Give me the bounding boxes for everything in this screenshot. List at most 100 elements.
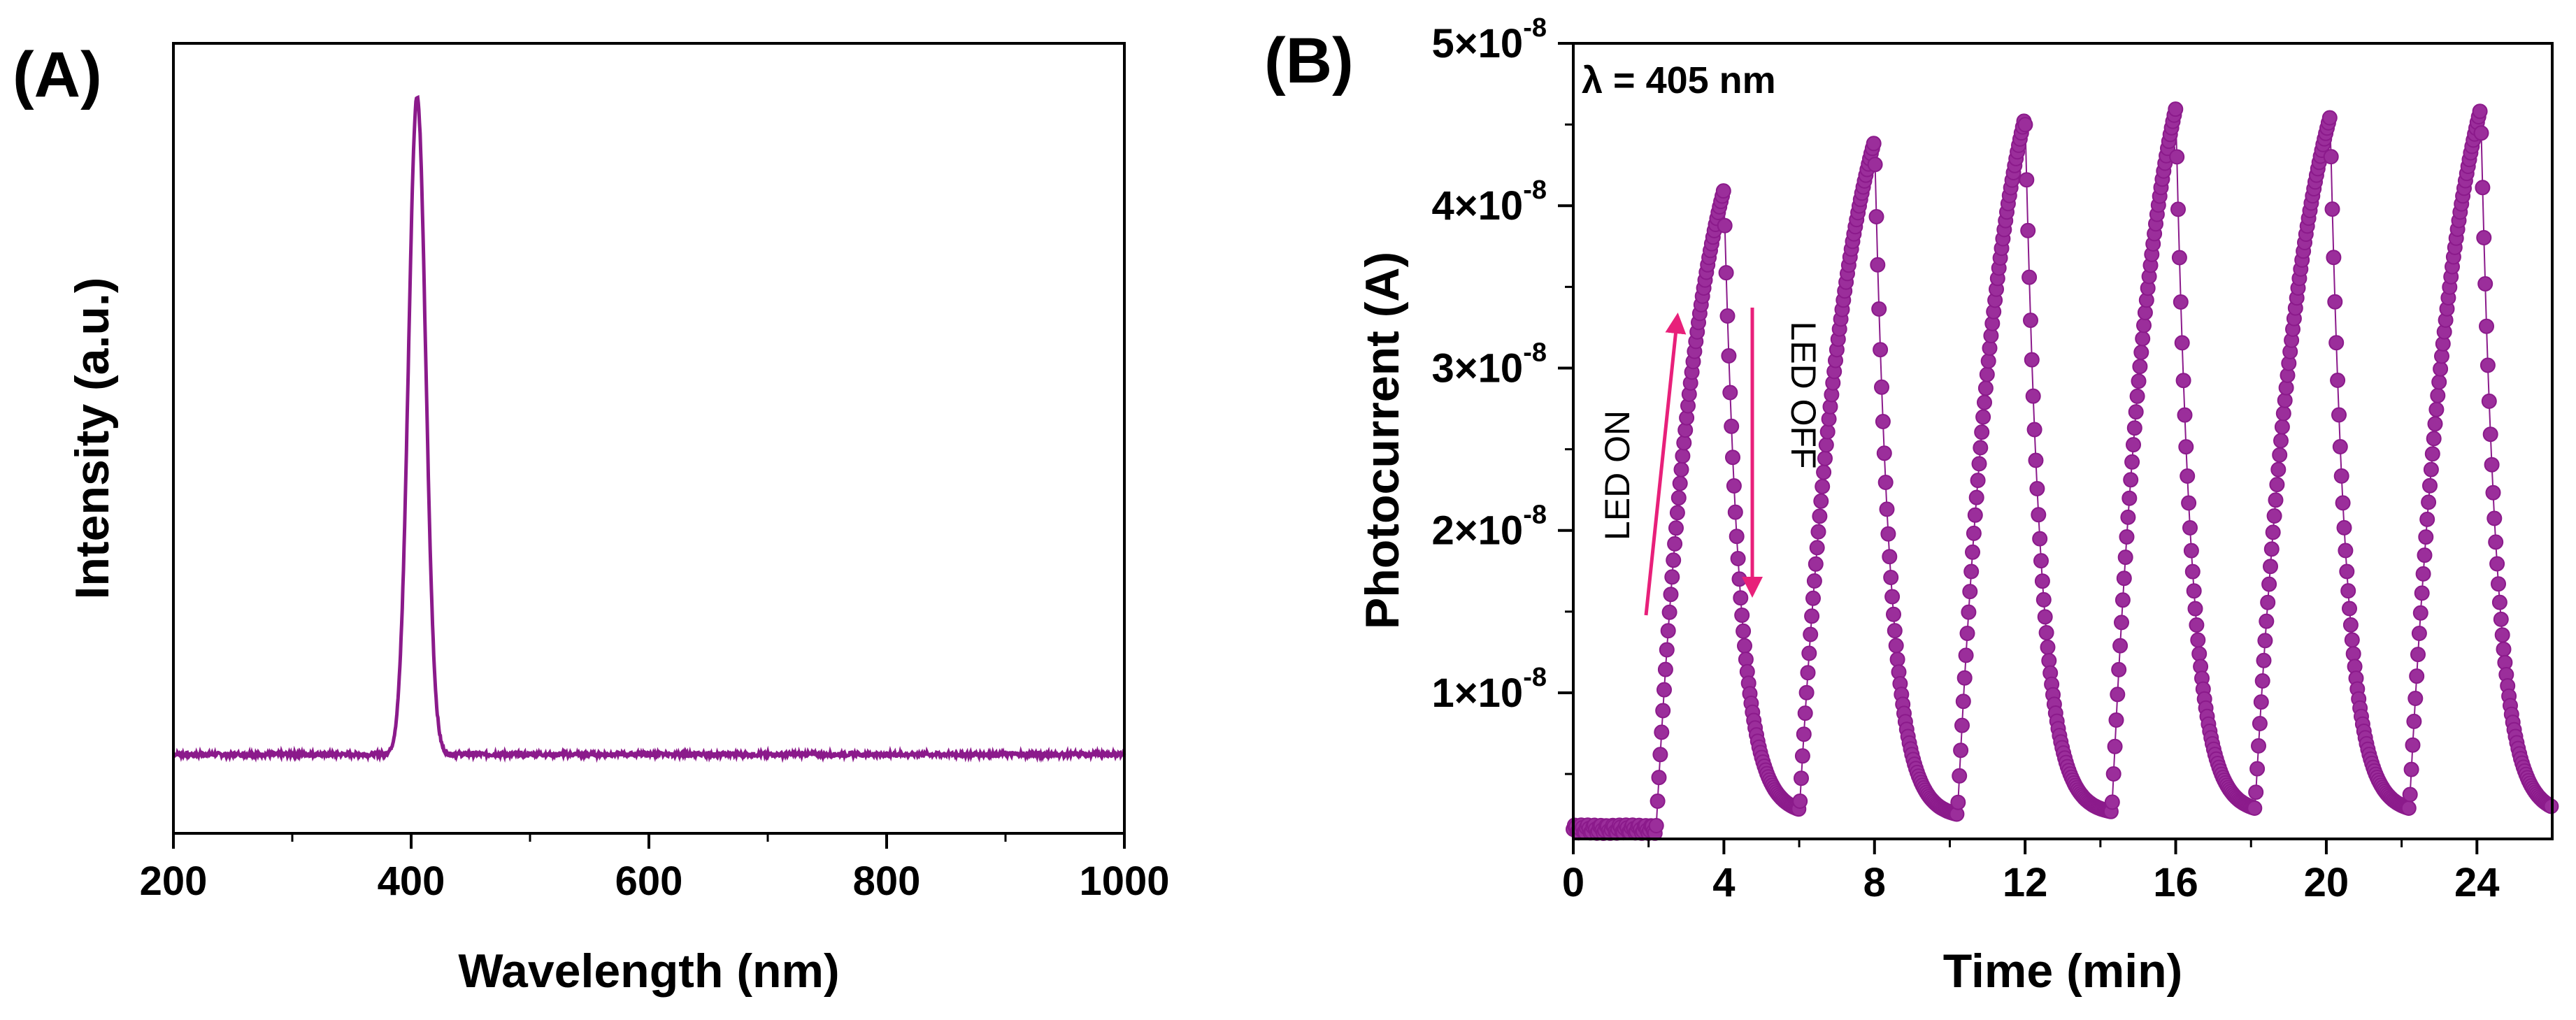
photocurrent-point <box>2105 766 2121 782</box>
photocurrent-point <box>1675 448 1691 464</box>
photocurrent-point <box>1801 645 1817 661</box>
panel-b-plot-area <box>1566 101 2559 841</box>
photocurrent-point <box>2133 345 2149 360</box>
photocurrent-point <box>1884 589 1901 605</box>
photocurrent-point <box>1715 183 1731 199</box>
photocurrent-point <box>2342 601 2357 617</box>
photocurrent-point <box>2427 416 2443 432</box>
photocurrent-point <box>1663 587 1679 603</box>
photocurrent-point <box>1877 475 1894 490</box>
photocurrent-point <box>1724 418 1740 434</box>
photocurrent-point <box>1718 265 1734 281</box>
panel-b-x-axis: 0 4 8 12 16 20 24 <box>1562 839 2500 905</box>
photocurrent-point <box>2496 641 2512 657</box>
photocurrent-point <box>2026 422 2042 438</box>
photocurrent-point <box>2104 794 2120 810</box>
panel-a-label: (A) <box>13 39 102 110</box>
photocurrent-point <box>2040 639 2056 655</box>
photocurrent-point <box>2327 294 2343 310</box>
photocurrent-point <box>2173 294 2189 310</box>
photocurrent-point <box>2248 784 2264 800</box>
panel-a: (A) 200 400 600 800 1000 Wavelength (nm) Int… <box>13 39 1170 998</box>
photocurrent-point <box>2168 101 2184 117</box>
photocurrent-point <box>1672 475 1688 491</box>
photocurrent-point <box>1977 394 1992 410</box>
photocurrent-point <box>1651 770 1667 786</box>
photocurrent-point <box>2477 276 2493 292</box>
photocurrent-point <box>2024 352 2040 368</box>
photocurrent-point <box>2328 335 2345 351</box>
photocurrent-point <box>2260 594 2276 610</box>
photocurrent-point <box>2265 524 2281 540</box>
photocurrent-point <box>1805 590 1821 606</box>
photocurrent-point <box>2410 647 2426 663</box>
photocurrent-point <box>1873 342 1889 358</box>
panel-b-y-title: Photocurrent (A) <box>1356 252 1409 629</box>
photocurrent-point <box>1815 478 1831 494</box>
photocurrent-point <box>1730 551 1746 566</box>
photocurrent-point <box>2338 543 2354 559</box>
panel-a-x-tick-label: 400 <box>378 859 445 904</box>
photocurrent-point <box>1670 490 1687 506</box>
photocurrent-point <box>1673 461 1689 477</box>
photocurrent-point <box>2406 713 2422 729</box>
photocurrent-point <box>2032 531 2048 547</box>
photocurrent-point <box>1955 694 1971 710</box>
photocurrent-point <box>2424 446 2440 462</box>
photocurrent-point <box>1661 604 1677 620</box>
photocurrent-point <box>2033 553 2049 569</box>
photocurrent-point <box>2326 250 2342 266</box>
photocurrent-point <box>1667 536 1683 552</box>
photocurrent-point <box>1871 301 1887 317</box>
photocurrent-point <box>2174 335 2190 351</box>
photocurrent-point <box>2121 490 2138 506</box>
photocurrent-point <box>2171 250 2187 266</box>
photocurrent-point <box>2333 468 2349 484</box>
photocurrent-point <box>2257 633 2273 649</box>
photocurrent-point <box>2135 331 2151 347</box>
photocurrent-point <box>2186 583 2202 599</box>
photocurrent-point <box>1956 670 1973 686</box>
photocurrent-point <box>2426 431 2442 447</box>
photocurrent-point <box>1664 569 1680 585</box>
photocurrent-point <box>1874 379 1889 395</box>
photocurrent-point <box>2035 591 2052 608</box>
photocurrent-point <box>2275 405 2291 422</box>
photocurrent-point <box>2342 617 2359 633</box>
photocurrent-point <box>1888 638 1904 654</box>
photocurrent-point <box>1721 348 1737 364</box>
photocurrent-point <box>2263 541 2280 557</box>
photocurrent-point <box>2116 570 2132 587</box>
photocurrent-point <box>2107 738 2123 754</box>
photocurrent-point <box>2481 393 2497 409</box>
panel-a-frame <box>172 42 1126 835</box>
panel-b-y-tick-label: 2×10-8 <box>1432 501 1547 554</box>
panel-b-y-tick-label: 4×10-8 <box>1432 175 1547 229</box>
photocurrent-point <box>2251 738 2266 754</box>
photocurrent-point <box>1794 770 1809 786</box>
photocurrent-point <box>1968 489 1984 505</box>
photocurrent-point <box>2252 716 2268 731</box>
photocurrent-point <box>2256 652 2272 668</box>
photocurrent-point <box>2175 373 2191 389</box>
photocurrent-point <box>2177 407 2193 423</box>
photocurrent-point <box>1974 424 1990 440</box>
photocurrent-point <box>2422 477 2438 494</box>
photocurrent-point <box>2430 387 2446 403</box>
panel-b-y-tick-label: 5×10-8 <box>1432 13 1547 66</box>
photocurrent-point <box>1806 573 1822 589</box>
photocurrent-point <box>2132 359 2148 375</box>
photocurrent-point <box>1666 552 1682 568</box>
panel-b-y-axis: 1×10-8 2×10-8 3×10-8 4×10-8 5×10-8 <box>1432 13 1573 775</box>
spectrum-line <box>172 94 1126 763</box>
photocurrent-point <box>2494 627 2510 643</box>
photocurrent-point <box>1803 626 1819 642</box>
photocurrent-point <box>1669 505 1685 521</box>
photocurrent-point <box>2183 543 2199 559</box>
photocurrent-point <box>2108 712 2124 728</box>
photocurrent-point <box>2491 594 2507 610</box>
photocurrent-point <box>1717 217 1733 234</box>
photocurrent-point <box>2020 222 2036 238</box>
photocurrent-point <box>1668 520 1684 536</box>
photocurrent-point <box>2412 605 2428 621</box>
